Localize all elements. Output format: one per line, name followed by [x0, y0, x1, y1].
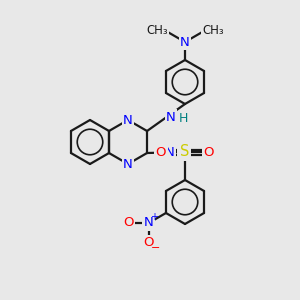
Text: +: +	[150, 212, 158, 222]
Text: O: O	[204, 146, 214, 158]
Text: N: N	[166, 111, 176, 124]
Text: O: O	[143, 236, 154, 250]
Text: CH₃: CH₃	[146, 25, 168, 38]
Text: H: H	[178, 147, 188, 160]
Text: O: O	[123, 217, 134, 230]
Text: N: N	[123, 113, 133, 127]
Text: O: O	[156, 146, 166, 158]
Text: N: N	[123, 158, 133, 170]
Text: S: S	[180, 145, 190, 160]
Text: CH₃: CH₃	[202, 25, 224, 38]
Text: H: H	[179, 112, 188, 125]
Text: N: N	[180, 35, 190, 49]
Text: N: N	[165, 146, 175, 159]
Text: N: N	[144, 217, 154, 230]
Text: −: −	[151, 243, 160, 253]
